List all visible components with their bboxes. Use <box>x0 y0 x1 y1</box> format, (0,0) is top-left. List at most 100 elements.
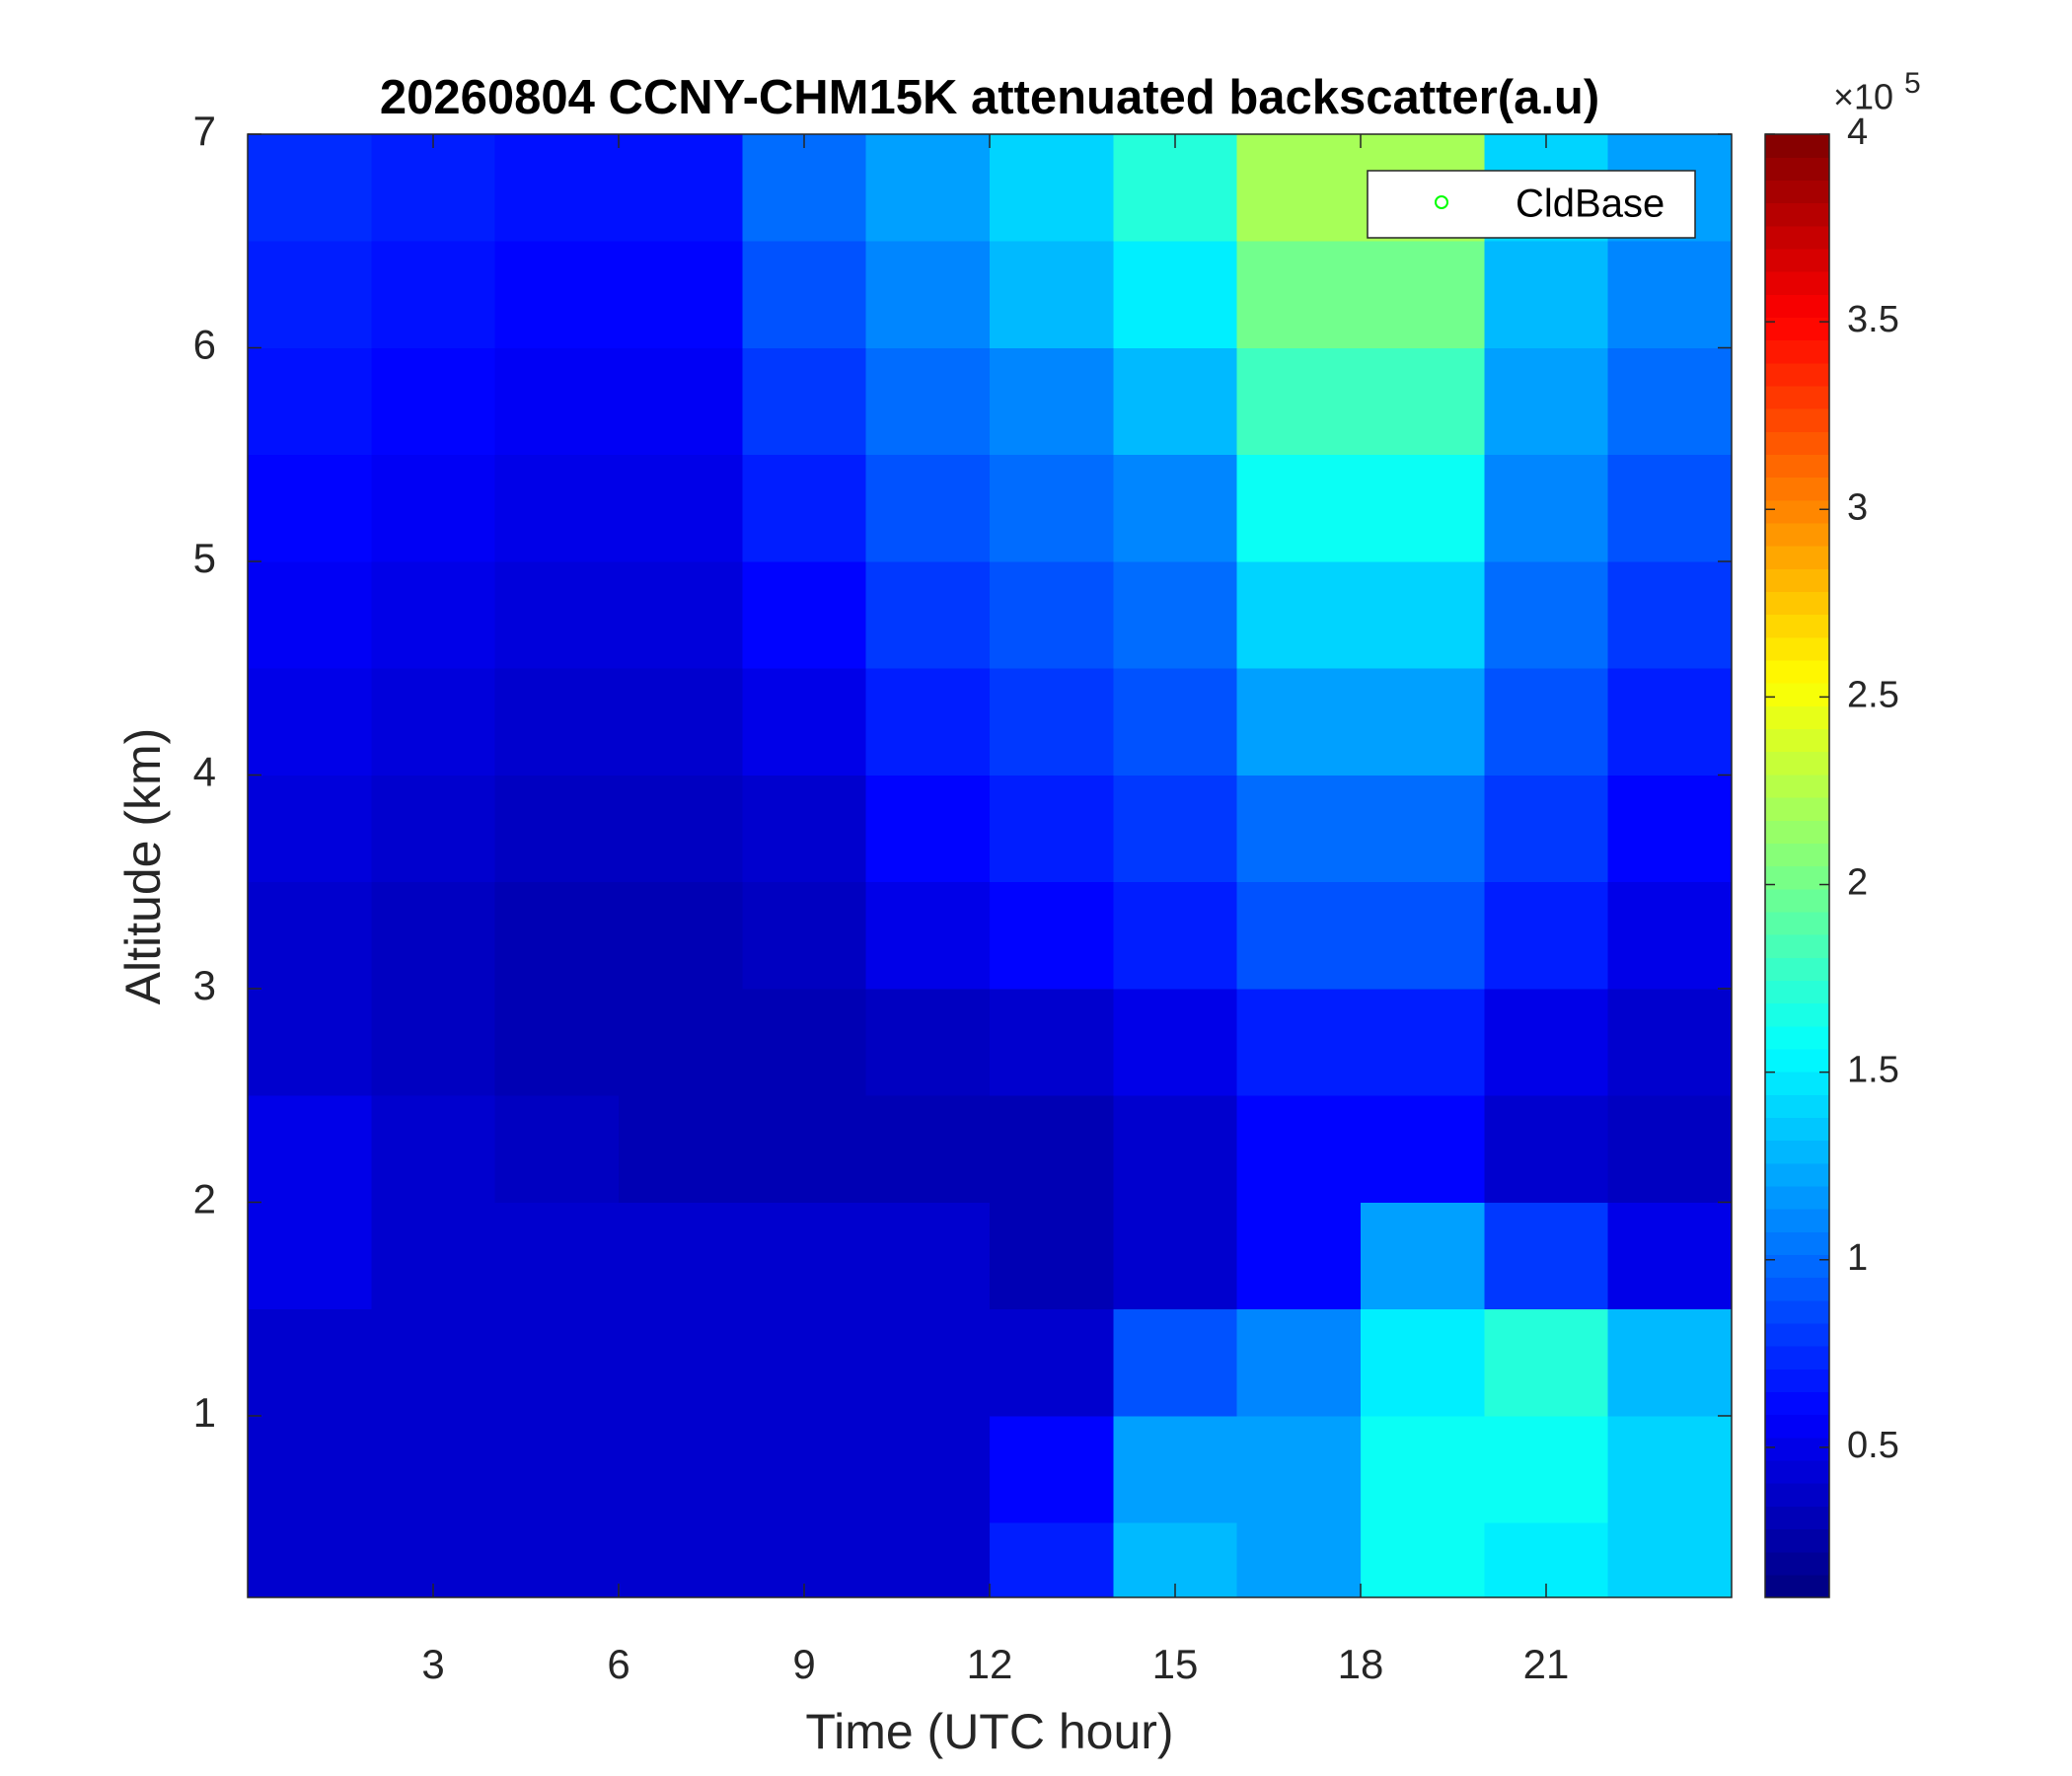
heatmap-cell <box>1361 347 1485 456</box>
colorbar-segment <box>1765 157 1829 181</box>
colorbar-segment <box>1765 408 1829 432</box>
colorbar-segment <box>1765 957 1829 981</box>
heatmap-cell <box>494 1202 620 1310</box>
heatmap-cell <box>619 560 743 669</box>
x-axis-label: Time (UTC hour) <box>805 1704 1173 1759</box>
heatmap-cell <box>371 241 496 348</box>
colorbar-segment <box>1765 1117 1829 1142</box>
heatmap-cell <box>248 1415 372 1523</box>
heatmap-cell <box>1607 1522 1733 1598</box>
colorbar-tick-label: 4 <box>1847 111 1868 153</box>
heatmap-cell <box>1361 775 1485 883</box>
heatmap-cell <box>1236 881 1362 990</box>
heatmap-cell <box>1484 881 1609 990</box>
heatmap-cell <box>865 560 991 669</box>
heatmap-cell <box>1236 454 1362 562</box>
heatmap-cell <box>248 1308 372 1417</box>
colorbar-tick-label: 3 <box>1847 486 1868 528</box>
colorbar-segment <box>1765 1002 1829 1027</box>
heatmap-cell <box>248 668 372 776</box>
heatmap-cell <box>865 988 991 1096</box>
heatmap-cell <box>990 1415 1114 1523</box>
colorbar-segment <box>1765 911 1829 935</box>
heatmap-cell <box>619 454 743 562</box>
heatmap-cell <box>865 668 991 776</box>
heatmap-cell <box>1113 668 1238 776</box>
heatmap-cell <box>990 560 1114 669</box>
colorbar-segment <box>1765 1574 1829 1598</box>
heatmap-cell <box>1361 1308 1485 1417</box>
heatmap-cell <box>990 881 1114 990</box>
heatmap-cell <box>865 241 991 348</box>
heatmap-cell <box>619 1202 743 1310</box>
colorbar-segment <box>1765 888 1829 913</box>
y-tick-label: 4 <box>193 749 216 795</box>
heatmap-cell <box>248 881 372 990</box>
legend-box <box>1367 170 1696 239</box>
heatmap-cell <box>1361 560 1485 669</box>
heatmap-cell <box>1607 1095 1733 1203</box>
colorbar-segment <box>1765 362 1829 387</box>
heatmap-cell <box>1361 1202 1485 1310</box>
heatmap-cell <box>742 347 867 456</box>
heatmap-cell <box>742 134 867 242</box>
heatmap-cell <box>371 134 496 242</box>
colorbar-tick-label: 2.5 <box>1847 674 1899 715</box>
heatmap-cell <box>1484 775 1609 883</box>
heatmap-cell <box>248 1202 372 1310</box>
colorbar-segment <box>1765 385 1829 409</box>
heatmap-cell <box>1113 1095 1238 1203</box>
heatmap-cell <box>1113 347 1238 456</box>
heatmap-cell <box>1607 775 1733 883</box>
heatmap-cell <box>619 881 743 990</box>
heatmap-cell <box>990 134 1114 242</box>
heatmap-cell <box>1361 881 1485 990</box>
colorbar-exponent: 5 <box>1904 67 1921 100</box>
heatmap-cell <box>1607 988 1733 1096</box>
heatmap-cell <box>248 454 372 562</box>
y-axis-label: Altitude (km) <box>115 728 171 1005</box>
heatmap-cell <box>1484 1095 1609 1203</box>
heatmap-cell <box>619 1308 743 1417</box>
heatmap-cell <box>865 454 991 562</box>
heatmap-cell <box>1236 775 1362 883</box>
heatmap-cell <box>865 1415 991 1523</box>
colorbar-tick-label: 1 <box>1847 1237 1868 1279</box>
heatmap-cell <box>371 775 496 883</box>
colorbar-segment <box>1765 1483 1829 1507</box>
colorbar-segment <box>1765 1140 1829 1164</box>
heatmap-cell <box>1236 1522 1362 1598</box>
heatmap-cell <box>494 134 620 242</box>
colorbar-tick-label: 1.5 <box>1847 1050 1899 1091</box>
heatmap-cell <box>248 134 372 242</box>
x-tick-label: 6 <box>607 1641 629 1687</box>
colorbar-segment <box>1765 659 1829 684</box>
y-tick-label: 6 <box>193 322 216 368</box>
colorbar-segment <box>1765 271 1829 295</box>
heatmap-cell <box>1113 560 1238 669</box>
heatmap-cell <box>494 1308 620 1417</box>
heatmap-cell <box>990 1308 1114 1417</box>
colorbar-segment <box>1765 751 1829 776</box>
heatmap-cell <box>248 1095 372 1203</box>
heatmap-cell <box>494 454 620 562</box>
heatmap-cell <box>494 347 620 456</box>
y-tick-label: 7 <box>193 108 216 154</box>
heatmap-cell <box>248 560 372 669</box>
colorbar-segment <box>1765 796 1829 821</box>
legend-label: CldBase <box>1516 183 1665 226</box>
heatmap-cell <box>1607 241 1733 348</box>
colorbar-segment <box>1765 225 1829 250</box>
colorbar-segment <box>1765 454 1829 479</box>
chart-title: 20260804 CCNY-CHM15K attenuated backscat… <box>380 71 1599 124</box>
heatmap-cell <box>1113 988 1238 1096</box>
colorbar-segment <box>1765 1025 1829 1050</box>
heatmap-cell <box>990 241 1114 348</box>
colorbar-segment <box>1765 934 1829 958</box>
heatmap-cell <box>248 347 372 456</box>
heatmap-cell <box>619 1095 743 1203</box>
heatmap-cell <box>865 347 991 456</box>
heatmap-cell <box>1607 1308 1733 1417</box>
heatmap-cell <box>1361 241 1485 348</box>
